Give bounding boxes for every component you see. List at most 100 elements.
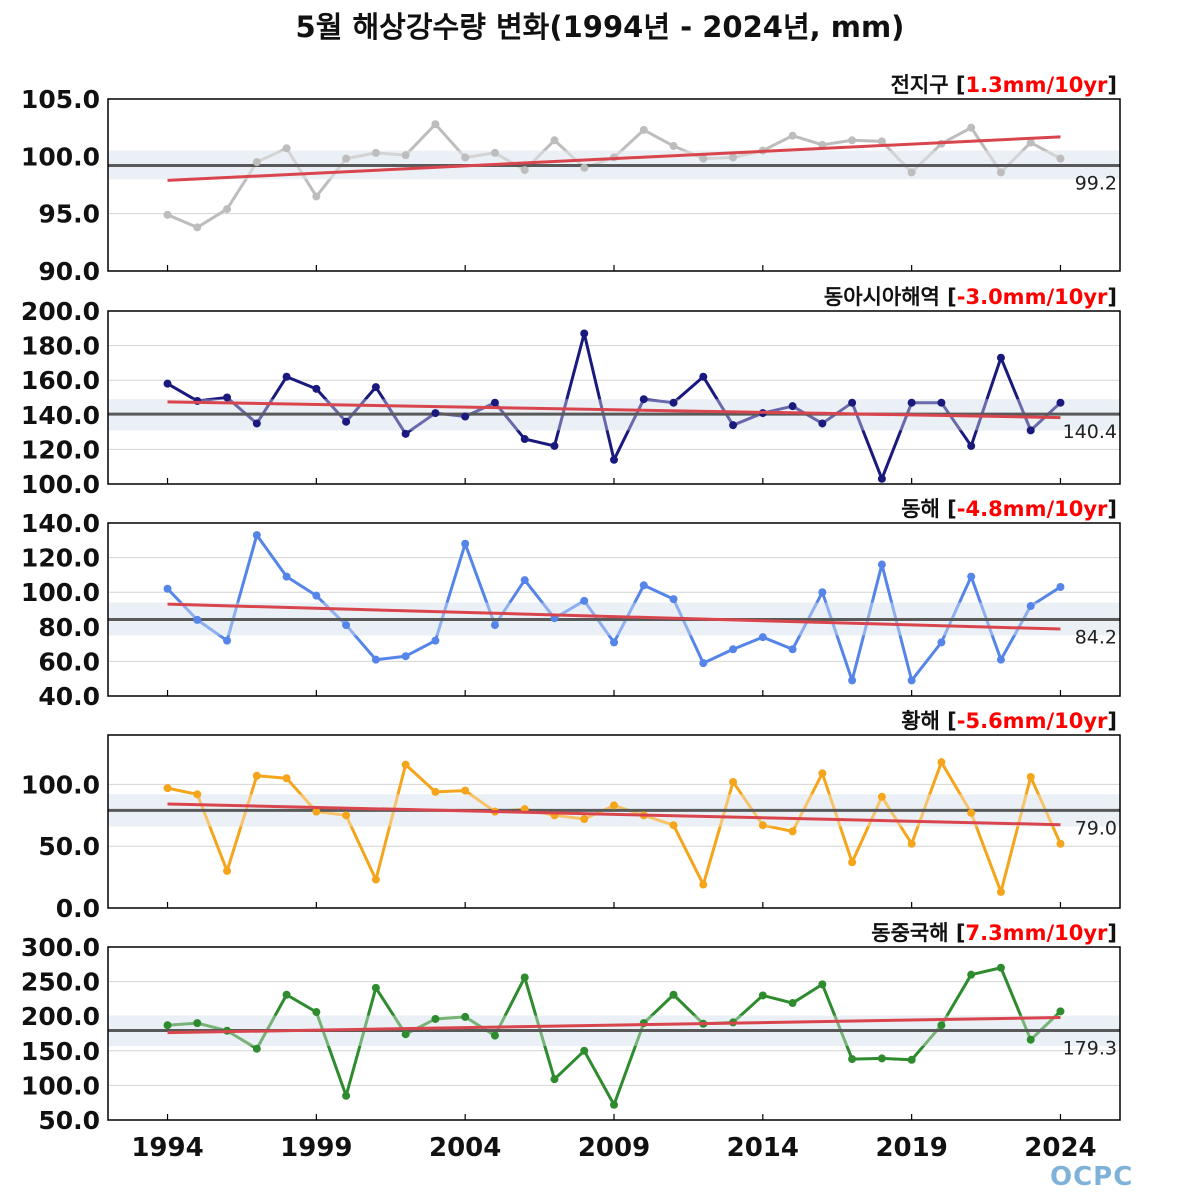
data-point <box>996 887 1005 896</box>
data-point <box>937 758 946 767</box>
data-point <box>550 136 559 145</box>
data-point <box>520 166 529 175</box>
y-tick-label: 100.0 <box>21 578 100 607</box>
y-tick-label: 105.0 <box>21 85 100 114</box>
data-point <box>877 137 886 146</box>
data-point <box>848 398 857 407</box>
data-point <box>461 539 470 548</box>
data-point <box>580 815 589 824</box>
data-point <box>907 398 916 407</box>
data-point <box>282 144 291 153</box>
y-tick-label: 140.0 <box>21 509 100 538</box>
y-tick-label: 100.0 <box>21 770 100 799</box>
bracket-close: ] <box>1107 73 1117 97</box>
data-point <box>1056 583 1065 592</box>
data-point <box>342 811 351 820</box>
x-tick-label: 2004 <box>429 1133 501 1163</box>
data-point <box>371 875 380 884</box>
panel-frame <box>107 98 1121 272</box>
data-point <box>699 659 708 668</box>
x-tick-label: 2024 <box>1024 1133 1096 1163</box>
data-point <box>877 474 886 483</box>
x-tick-label: 2014 <box>727 1133 799 1163</box>
data-point <box>639 395 648 404</box>
data-point <box>580 1046 589 1055</box>
data-point <box>996 655 1005 664</box>
panel-2: 140.4 100.0 120.0 140.0 160.0 180.0 200.0 동아시아해… <box>21 285 1121 499</box>
trend-line <box>167 135 1061 182</box>
data-point <box>699 154 708 163</box>
data-point <box>758 633 767 642</box>
data-point <box>252 771 261 780</box>
data-point <box>342 417 351 426</box>
data-point <box>788 645 797 654</box>
data-point <box>610 801 618 810</box>
data-point <box>461 412 470 421</box>
mean-label: 84.2 <box>1075 627 1117 649</box>
region-name: 동해 [ <box>901 497 957 521</box>
data-point <box>223 866 232 875</box>
data-point <box>282 990 291 999</box>
data-point <box>163 584 172 593</box>
data-point <box>342 1091 351 1100</box>
data-point <box>520 973 529 982</box>
data-point <box>669 990 678 999</box>
data-point <box>1056 154 1065 163</box>
data-point <box>907 168 916 177</box>
data-point <box>996 963 1005 972</box>
y-tick-label: 0.0 <box>56 894 100 923</box>
y-tick-label: 90.0 <box>38 257 100 286</box>
data-point <box>371 148 380 157</box>
data-point <box>967 441 976 450</box>
data-point <box>1056 398 1065 407</box>
data-point <box>1056 1007 1065 1016</box>
y-tick-label: 150.0 <box>21 1037 100 1066</box>
x-tick-label: 2009 <box>578 1133 650 1163</box>
x-tick-label: 2019 <box>875 1133 947 1163</box>
panel-1: 99.2 90.0 95.0 100.0 105.0 전지구 [1.3mm/10yr] <box>21 73 1121 286</box>
x-tick-label: 1999 <box>280 1133 352 1163</box>
data-point <box>699 880 708 889</box>
data-point <box>163 784 172 793</box>
trend-rate: -5.6mm/10yr <box>957 709 1108 733</box>
y-tick-label: 100.0 <box>21 470 100 499</box>
data-point <box>371 655 380 664</box>
data-point <box>193 790 202 799</box>
data-point <box>788 999 797 1008</box>
data-point <box>1026 1035 1035 1044</box>
trend-line <box>167 602 1061 631</box>
trend-rate: -3.0mm/10yr <box>957 285 1108 309</box>
data-point <box>461 786 470 795</box>
data-point <box>431 1014 440 1023</box>
data-point <box>342 154 351 163</box>
data-point <box>371 383 380 392</box>
data-point <box>1026 138 1035 147</box>
data-point <box>490 1031 499 1040</box>
data-point <box>788 131 797 140</box>
data-point <box>729 153 738 162</box>
data-point <box>223 636 232 645</box>
data-point <box>996 353 1005 362</box>
data-point <box>312 192 321 201</box>
data-point <box>431 409 440 418</box>
data-point <box>967 970 976 979</box>
data-point <box>580 596 589 605</box>
data-point <box>282 372 291 381</box>
trend-line <box>167 802 1061 827</box>
data-point <box>848 1055 857 1064</box>
trend-line <box>167 400 1061 420</box>
data-point <box>282 774 291 783</box>
data-point <box>907 1055 916 1064</box>
y-tick-label: 40.0 <box>38 682 100 711</box>
chart-title: 5월 해상강수량 변화(1994년 - 2024년, mm) <box>295 10 905 44</box>
y-tick-label: 180.0 <box>21 332 100 361</box>
data-point <box>967 123 976 132</box>
panel-frame <box>107 946 1121 1121</box>
y-tick-label: 250.0 <box>21 968 100 997</box>
bracket-close: ] <box>1107 921 1117 945</box>
data-point <box>818 980 827 989</box>
y-tick-label: 80.0 <box>38 613 100 642</box>
data-point <box>967 808 976 817</box>
data-point <box>729 421 738 430</box>
